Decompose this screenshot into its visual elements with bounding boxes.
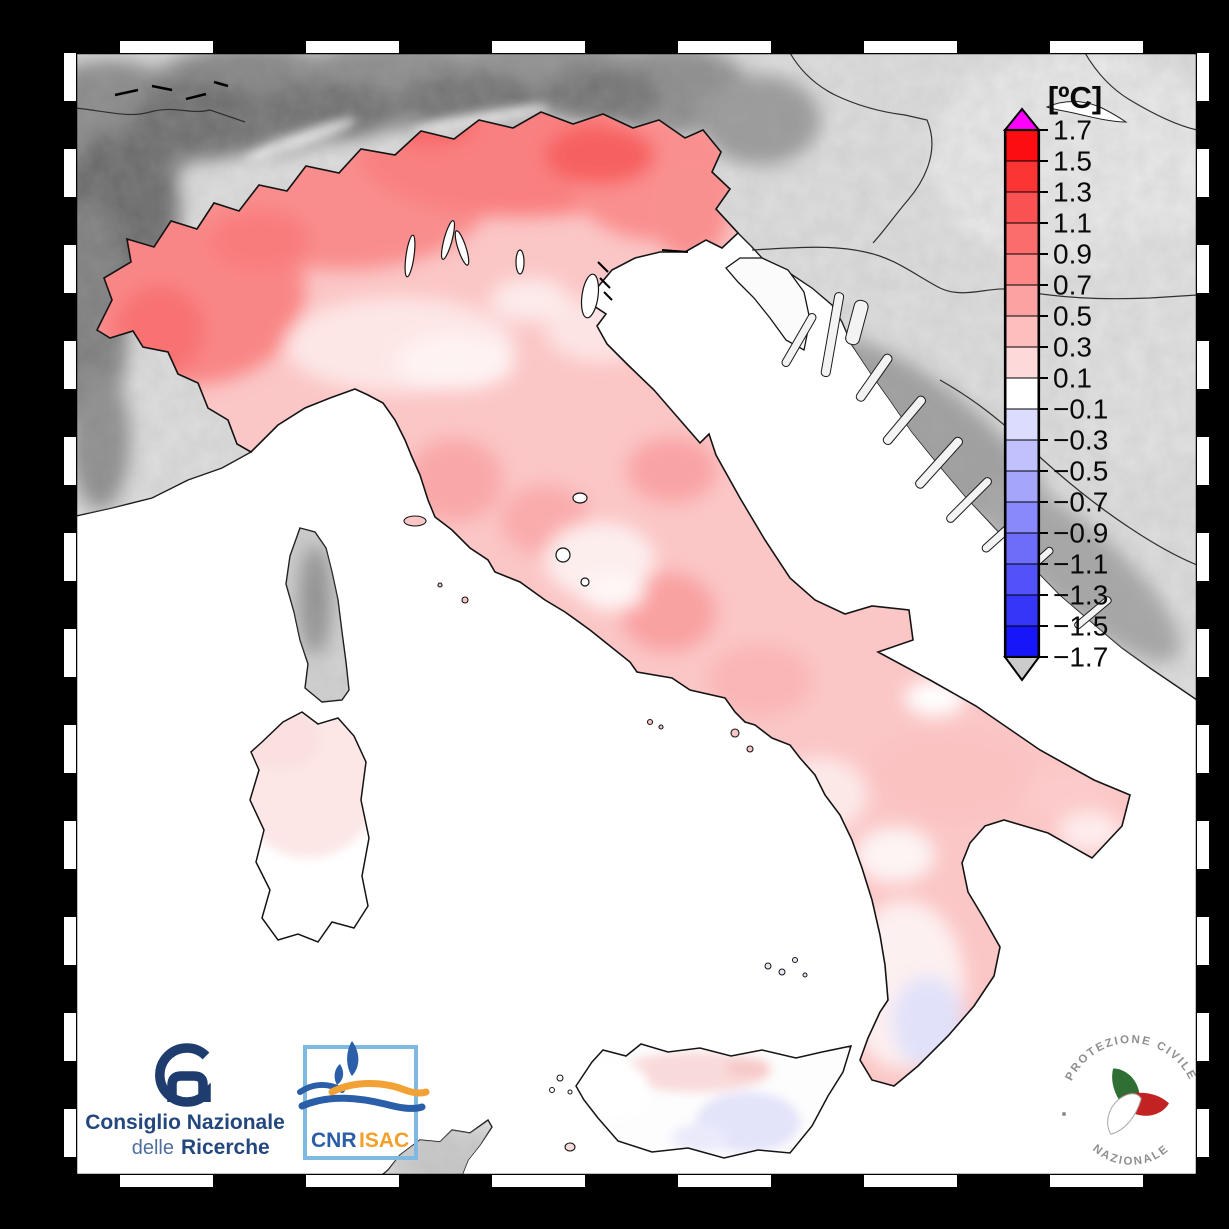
tyrrhenian-islands — [403, 515, 754, 1152]
italy-anomaly-field — [96, 111, 1131, 1159]
colorbar-unit-label: [ºC] — [1048, 80, 1102, 115]
venice-lagoon — [597, 249, 689, 301]
colorbar-tick-label: −1.5 — [1053, 611, 1108, 642]
colorbar-tick-label: 0.7 — [1053, 270, 1092, 301]
lake-bolsena — [555, 547, 571, 563]
country-borders — [75, 52, 1198, 566]
elba-island — [403, 515, 427, 527]
colorbar-tick-label: −1.7 — [1053, 642, 1108, 673]
pc-dot-left — [1062, 1112, 1066, 1116]
lake-iseo — [515, 249, 525, 275]
frame-ticks-right — [1197, 53, 1209, 1175]
colorbar-tick-label: −0.9 — [1053, 518, 1108, 549]
alpine-ridge-dashes — [114, 80, 229, 101]
cnr-name-line2-bold: Ricerche — [181, 1136, 270, 1159]
colorbar-tick-label: 0.9 — [1053, 239, 1092, 270]
colorbar-tick-label: −1.1 — [1053, 549, 1108, 580]
cnr-isac-logo: CNR ISAC — [297, 1041, 430, 1160]
pantelleria-island — [564, 1142, 576, 1152]
colorbar-tick-label: 1.3 — [1053, 177, 1092, 208]
lake-como — [440, 220, 456, 260]
colorbar-tick-label: 1.1 — [1053, 208, 1092, 239]
colorbar-tick-label: 0.1 — [1053, 363, 1092, 394]
isac-label-isac: ISAC — [359, 1129, 409, 1152]
cnr-name-line1: Consiglio Nazionale — [85, 1111, 285, 1134]
cnr-spiral-icon — [155, 1043, 211, 1107]
colorbar-tick-label: 0.5 — [1053, 301, 1092, 332]
cnr-name-line2-regular: delle — [132, 1137, 174, 1159]
colorbar-tick-label: 0.3 — [1053, 332, 1092, 363]
aeolian-islands — [764, 957, 808, 978]
cnr-logo: Consiglio Nazionale delle Ricerche — [85, 1043, 285, 1159]
protezione-civile-logo: PROTEZIONE CIVILE NAZIONALE — [1051, 1025, 1200, 1175]
colorbar-tick-labels: 1.7 1.5 1.3 1.1 0.9 0.7 0.5 0.3 0.1 −0.1… — [1053, 115, 1108, 673]
colorbar-tick-label: 1.7 — [1053, 115, 1092, 146]
lake-trasimeno — [572, 492, 588, 504]
colorbar-tick-marks — [1039, 129, 1048, 658]
colorbar-tick-label: −0.3 — [1053, 425, 1108, 456]
colorbar-tick-label: −1.3 — [1053, 580, 1108, 611]
dalmatian-islands — [781, 292, 1112, 630]
lake-bracciano — [580, 577, 590, 587]
egadi-islands — [549, 1074, 573, 1095]
lake-maggiore — [404, 234, 416, 278]
lakes-and-islets — [403, 220, 808, 1152]
isac-label-cnr: CNR — [311, 1129, 357, 1152]
colorbar-tick-label: −0.5 — [1053, 456, 1108, 487]
frame-ticks-left — [64, 53, 76, 1175]
colorbar-tick-label: −0.1 — [1053, 394, 1108, 425]
colorbar-tick-label: −0.7 — [1053, 487, 1108, 518]
map-area — [75, 52, 1198, 1176]
isac-swirl-icon — [297, 1041, 430, 1112]
lake-balaton — [1045, 101, 1128, 123]
colorbar-tick-label: 1.5 — [1053, 146, 1092, 177]
frame-ticks-top — [76, 41, 1197, 53]
colorbar: [ºC] — [1002, 80, 1108, 682]
colorbar-segments — [1005, 129, 1039, 658]
lake-garda — [580, 273, 600, 319]
colorbar-under-arrow — [1003, 656, 1041, 682]
frame-ticks-bottom — [76, 1175, 1197, 1187]
